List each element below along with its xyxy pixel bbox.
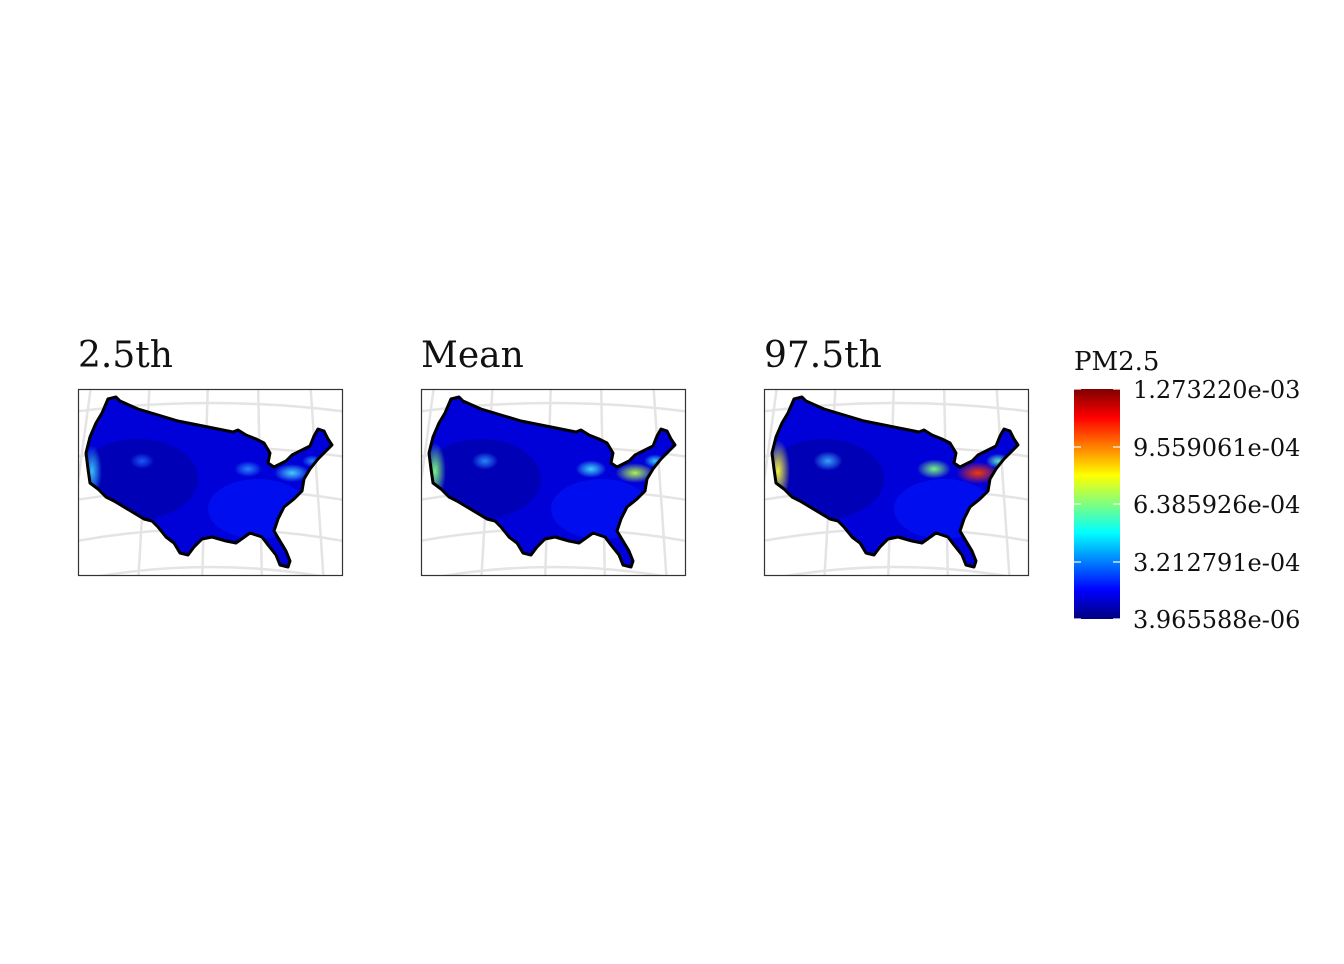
pm25-hotspot — [234, 461, 262, 477]
colorbar-legend: PM2.5 1.273220e-03 9.559061e-04 6.385926… — [1074, 347, 1300, 634]
country-outline — [427, 395, 677, 569]
graticule-meridian — [309, 389, 325, 575]
graticule-parallel — [421, 401, 685, 413]
pm25-hotspot — [274, 464, 310, 482]
pm25-hotspot — [130, 453, 154, 469]
pm25-hotspot — [615, 463, 655, 483]
pm25-hotspot — [575, 460, 607, 478]
panel-2-5th: 2.5th — [77, 335, 388, 585]
graticule-meridian — [764, 389, 778, 492]
legend-label: 3.212791e-04 — [1133, 549, 1300, 577]
pm25-hotspot — [471, 452, 499, 470]
country-outline — [770, 395, 1020, 569]
pm25-hotspot — [772, 439, 791, 503]
pm25-hotspot — [813, 451, 843, 471]
legend-label: 9.559061e-04 — [1133, 434, 1300, 462]
graticule-meridian — [421, 389, 435, 492]
panel-97-5th: 97.5th — [763, 335, 1074, 585]
graticule-parallel — [441, 565, 665, 575]
legend-title: PM2.5 — [1074, 347, 1159, 377]
panel-frame — [420, 388, 687, 577]
graticule-parallel — [784, 565, 1008, 575]
graticule-meridian — [703, 379, 731, 585]
graticule-meridian — [360, 379, 388, 585]
country-outline — [84, 395, 334, 569]
panel-title: 97.5th — [764, 335, 882, 376]
panel-title: Mean — [421, 335, 524, 376]
graticule-meridian — [995, 389, 1011, 575]
panel-frame — [77, 388, 344, 577]
graticule-parallel — [764, 401, 1028, 413]
legend-label: 3.965588e-06 — [1133, 606, 1300, 634]
legend-label: 1.273220e-03 — [1133, 376, 1300, 404]
panel-mean: Mean — [420, 335, 731, 585]
graticule-parallel — [78, 401, 342, 413]
pm25-hotspot — [917, 459, 951, 479]
panel-frame — [763, 388, 1030, 577]
graticule-parallel — [98, 565, 322, 575]
graticule-meridian — [652, 389, 668, 575]
colorbar-ticks — [1074, 388, 1120, 620]
colorbar — [1074, 389, 1120, 619]
graticule-meridian — [1046, 379, 1074, 585]
legend-label: 6.385926e-04 — [1133, 491, 1300, 519]
panel-title: 2.5th — [78, 335, 173, 376]
graticule-meridian — [78, 389, 92, 492]
